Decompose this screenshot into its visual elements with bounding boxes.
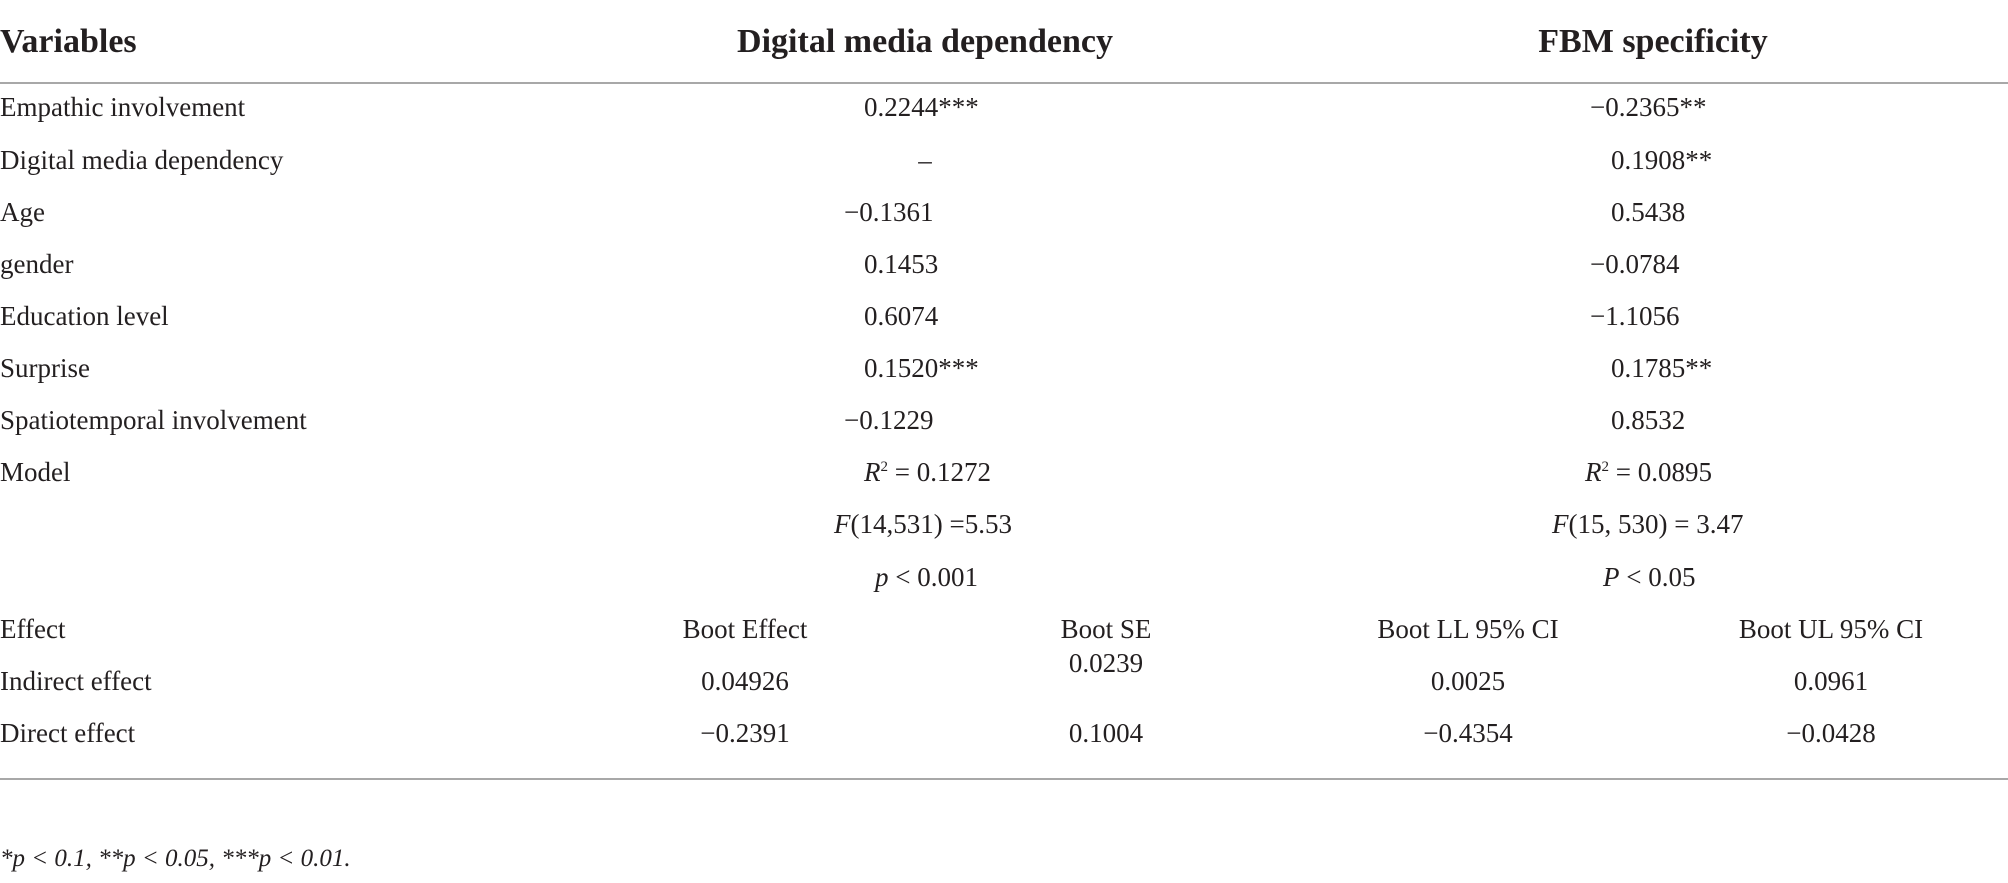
model-dmd-f: F(14,531) =5.53 — [834, 507, 1012, 541]
cell-fbm: 0.8532 — [1611, 405, 1686, 435]
cell-fbm: 0.5438 — [1611, 197, 1686, 227]
p-value: < 0.001 — [888, 562, 978, 592]
cell-dmd: 0.2244*** — [864, 92, 979, 122]
row-label: Education level — [0, 301, 169, 331]
cell-fbm: −0.2365** — [1590, 92, 1707, 122]
row-label: Digital media dependency — [0, 145, 284, 175]
r2-superscript: 2 — [880, 459, 889, 475]
effect-label: Effect — [0, 614, 66, 644]
f-value: (14,531) =5.53 — [850, 509, 1012, 539]
cell-boot-ll: −0.4354 — [1423, 718, 1513, 748]
cell-dmd: – — [918, 145, 932, 175]
row-label: Direct effect — [0, 718, 136, 748]
row-label: Indirect effect — [0, 666, 152, 696]
cell-boot-ul: −0.0428 — [1786, 718, 1876, 748]
p-symbol: p — [875, 562, 889, 592]
row-label: Empathic involvement — [0, 92, 246, 122]
cell-dmd: −0.1229 — [844, 405, 934, 435]
r2-superscript: 2 — [1601, 459, 1610, 475]
cell-dmd: 0.6074 — [864, 301, 939, 331]
cell-boot-effect: 0.04926 — [701, 666, 789, 696]
cell-dmd: 0.1453 — [864, 249, 939, 279]
row-label: gender — [0, 249, 74, 279]
model-fbm-p: P < 0.05 — [1603, 560, 1695, 594]
cell-dmd: −0.1361 — [844, 197, 934, 227]
row-label: Spatiotemporal involvement — [0, 405, 307, 435]
f-value: (15, 530) = 3.47 — [1568, 509, 1744, 539]
header-digital-media-dependency: Digital media dependency — [737, 23, 1113, 60]
bottom-rule — [0, 778, 2008, 780]
col-boot-ll: Boot LL 95% CI — [1377, 614, 1559, 644]
cell-dmd: 0.1520*** — [864, 353, 979, 383]
header-variables: Variables — [0, 23, 137, 60]
cell-boot-ul: 0.0961 — [1793, 666, 1869, 696]
r2-symbol: R — [1585, 457, 1602, 487]
p-value: < 0.05 — [1619, 562, 1696, 592]
cell-fbm: 0.1908** — [1611, 145, 1713, 175]
row-label: Surprise — [0, 353, 90, 383]
cell-fbm: −0.0784 — [1590, 249, 1680, 279]
header-rule — [0, 82, 2008, 84]
model-fbm-f: F(15, 530) = 3.47 — [1552, 507, 1743, 541]
col-boot-ul: Boot UL 95% CI — [1738, 614, 1924, 644]
cell-fbm: 0.1785** — [1611, 353, 1713, 383]
row-label: Age — [0, 197, 45, 227]
cell-boot-se: 0.1004 — [1068, 718, 1144, 748]
col-boot-effect: Boot Effect — [682, 614, 808, 644]
col-boot-se: Boot SE — [1060, 614, 1152, 644]
model-dmd-r2: R2 = 0.1272 — [864, 455, 991, 489]
cell-boot-effect: −0.2391 — [700, 718, 790, 748]
r2-symbol: R — [864, 457, 881, 487]
cell-boot-ll: 0.0025 — [1430, 666, 1506, 696]
header-fbm-specificity: FBM specificity — [1538, 23, 1768, 60]
model-label: Model — [0, 457, 71, 487]
r2-value: = 0.0895 — [1609, 457, 1712, 487]
footnote: *p < 0.1, **p < 0.05, ***p < 0.01. — [0, 845, 351, 872]
f-symbol: F — [1552, 509, 1569, 539]
f-symbol: F — [834, 509, 851, 539]
cell-boot-se: 0.0239 — [1068, 648, 1144, 678]
cell-fbm: −1.1056 — [1590, 301, 1680, 331]
model-fbm-r2: R2 = 0.0895 — [1585, 455, 1712, 489]
model-dmd-p: p < 0.001 — [875, 560, 978, 594]
p-symbol: P — [1603, 562, 1620, 592]
r2-value: = 0.1272 — [888, 457, 991, 487]
